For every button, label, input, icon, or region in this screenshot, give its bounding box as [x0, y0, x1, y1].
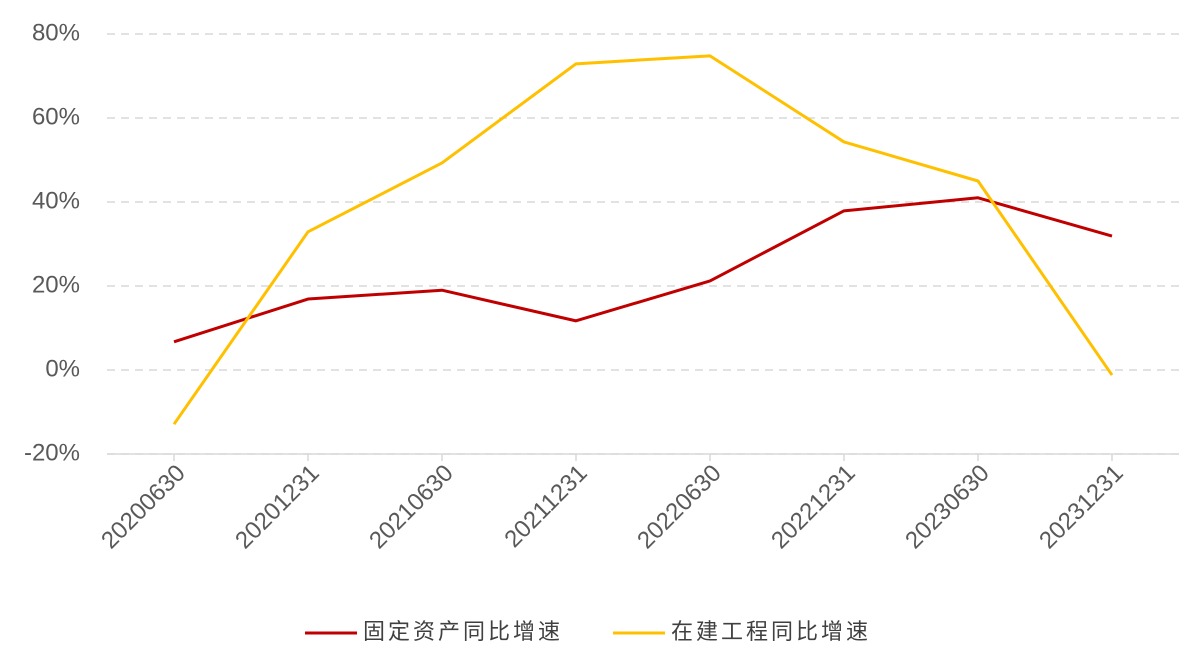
- x-tick-label: 20220630: [632, 460, 727, 555]
- y-tick-label: 80%: [32, 19, 80, 46]
- x-tick-label: 20231231: [1034, 460, 1129, 555]
- line: [173, 196, 1113, 344]
- y-tick-label: 0%: [45, 355, 80, 382]
- x-tick-label: 20200630: [96, 460, 191, 555]
- y-tick-label: -20%: [24, 439, 80, 466]
- legend-label: 固定资产同比增速: [363, 619, 563, 644]
- y-tick-label: 40%: [32, 187, 80, 214]
- line: [172, 54, 1114, 426]
- x-tick-label: 20210630: [364, 460, 459, 555]
- x-tick-label: 20221231: [766, 460, 861, 555]
- x-tick-label: 20230630: [900, 460, 995, 555]
- y-tick-label: 60%: [32, 103, 80, 130]
- x-tick-label: 20211231: [499, 460, 592, 553]
- legend-label: 在建工程同比增速: [671, 619, 871, 644]
- y-tick-label: 20%: [32, 271, 80, 298]
- x-tick-label: 20201231: [230, 460, 325, 555]
